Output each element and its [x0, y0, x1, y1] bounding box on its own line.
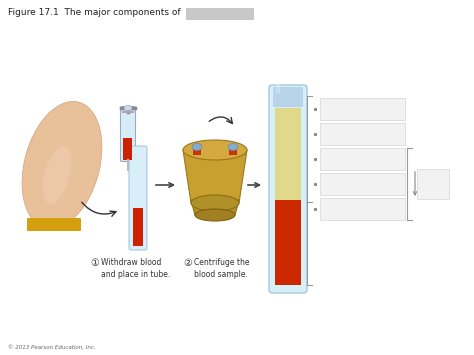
Text: © 2013 Pearson Education, Inc.: © 2013 Pearson Education, Inc. [8, 344, 96, 350]
FancyBboxPatch shape [320, 173, 405, 195]
Bar [133, 208, 143, 246]
FancyBboxPatch shape [27, 218, 81, 231]
FancyBboxPatch shape [124, 138, 133, 160]
Text: ①: ① [90, 258, 99, 268]
Ellipse shape [22, 102, 102, 229]
Bar [229, 147, 237, 155]
Ellipse shape [124, 105, 132, 110]
Ellipse shape [191, 195, 239, 211]
FancyBboxPatch shape [320, 198, 405, 220]
Bar [276, 0, 280, 93]
Polygon shape [191, 200, 239, 215]
Ellipse shape [43, 146, 72, 204]
FancyBboxPatch shape [320, 98, 405, 120]
Text: Centrifuge the
blood sample.: Centrifuge the blood sample. [194, 258, 249, 279]
FancyBboxPatch shape [320, 123, 405, 145]
FancyBboxPatch shape [269, 85, 307, 293]
Bar [193, 147, 201, 155]
Text: Figure 17.1  The major components of: Figure 17.1 The major components of [8, 8, 181, 17]
FancyBboxPatch shape [129, 146, 147, 250]
FancyBboxPatch shape [273, 87, 303, 107]
Text: ②: ② [183, 258, 192, 268]
FancyBboxPatch shape [417, 169, 449, 199]
Bar [275, 200, 301, 285]
Ellipse shape [192, 143, 202, 151]
Ellipse shape [195, 209, 235, 221]
FancyBboxPatch shape [120, 106, 136, 162]
Ellipse shape [183, 140, 247, 160]
FancyBboxPatch shape [320, 148, 405, 170]
Bar [275, 108, 301, 200]
Ellipse shape [228, 143, 238, 151]
FancyBboxPatch shape [186, 8, 254, 20]
Text: Withdraw blood
and place in tube.: Withdraw blood and place in tube. [101, 258, 170, 279]
Polygon shape [183, 150, 247, 203]
